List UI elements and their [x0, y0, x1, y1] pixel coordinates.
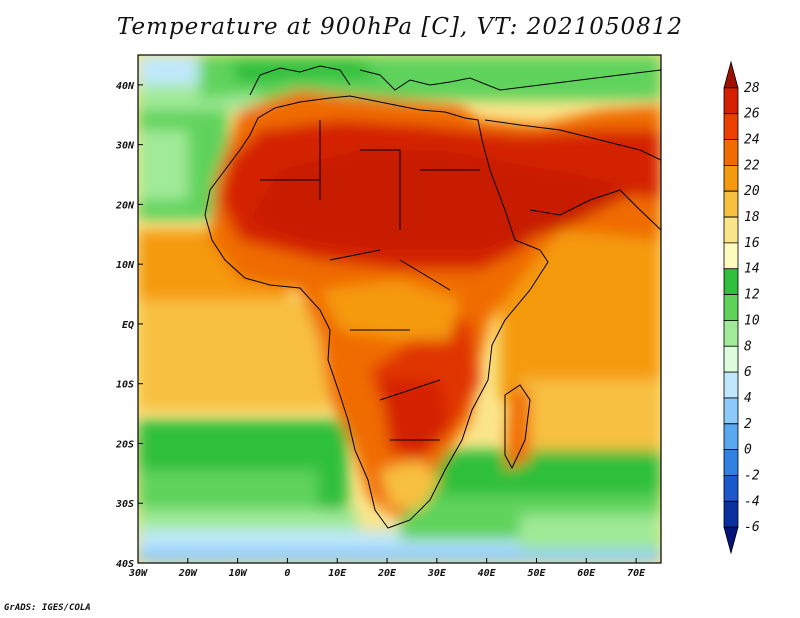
- colorbar-level-label: 26: [744, 107, 760, 122]
- colorbar-level-label: -6: [744, 520, 760, 535]
- colorbar-level-label: -4: [744, 494, 760, 509]
- credit-text: GrADS: IGES/COLA: [4, 603, 91, 613]
- lat-tick-label: 20S: [115, 439, 134, 450]
- lat-tick-label: 20N: [115, 200, 135, 211]
- colorbar-level-label: 8: [744, 339, 752, 354]
- lat-tick-label: 10S: [116, 380, 134, 391]
- colorbar-segment: [723, 242, 739, 270]
- colorbar-segment: [723, 500, 739, 528]
- colorbar-level-label: 16: [744, 236, 760, 251]
- colorbar-segment: [723, 423, 739, 451]
- lon-tick-label: 20E: [377, 568, 397, 579]
- colorbar-segment: [723, 294, 739, 321]
- colorbar-segment: [723, 475, 739, 502]
- colorbar-segment: [723, 216, 739, 244]
- lon-tick-label: 20W: [178, 568, 198, 579]
- lon-tick-label: 30W: [128, 568, 148, 579]
- colorbar-level-label: 18: [744, 210, 760, 225]
- colorbar-level-label: -2: [744, 468, 760, 483]
- colorbar-segment: [723, 113, 739, 140]
- colorbar-segment: [723, 268, 739, 295]
- lat-tick-label: 30N: [115, 141, 135, 152]
- colorbar-level-label: 14: [744, 262, 760, 277]
- temperature-field: [138, 55, 661, 563]
- lat-tick-label: 30S: [115, 499, 134, 510]
- colorbar-level-label: 10: [744, 313, 760, 328]
- colorbar-segment: [723, 164, 739, 192]
- lon-tick-label: 70E: [627, 568, 646, 579]
- colorbar-level-label: 6: [744, 365, 752, 380]
- map-frame: [137, 54, 662, 564]
- colorbar-level-label: 0: [744, 443, 752, 458]
- lat-tick-label: 40N: [116, 81, 135, 92]
- lon-tick-label: 40E: [478, 568, 497, 579]
- axis-ticks: 30W 20W 10W 0 10E 20E 30E 40E 50E 60E 70E 40N 30N 20N…: [115, 81, 646, 579]
- lon-tick-label: 10W: [229, 568, 248, 579]
- colorbar-level-label: 24: [744, 133, 760, 148]
- colorbar-level-label: 4: [744, 391, 752, 406]
- colorbar-segment: [723, 139, 739, 166]
- lon-tick-label: 50E: [527, 568, 546, 579]
- colorbar-segment: [723, 87, 739, 115]
- lon-tick-label: 30E: [427, 568, 447, 579]
- colorbar-segment: [723, 526, 739, 555]
- lon-tick-label: 60E: [577, 568, 596, 579]
- colorbar-level-label: 20: [744, 184, 760, 199]
- map-title: Temperature at 900hPa [C], VT: 202105081…: [116, 14, 684, 40]
- colorbar-segment: [723, 60, 739, 89]
- colorbar-level-label: 12: [744, 288, 760, 303]
- colorbar-level-label: 22: [744, 158, 760, 173]
- colorbar-level-label: 28: [744, 81, 760, 96]
- colorbar-segment: [723, 345, 739, 373]
- lat-tick-label: EQ: [122, 320, 134, 331]
- colorbar-segment: [723, 190, 739, 218]
- colorbar-segment: [723, 449, 739, 476]
- colorbar-level-label: 2: [744, 417, 752, 432]
- colorbar-segment: [723, 371, 739, 399]
- lat-tick-label: 10N: [116, 260, 135, 271]
- lon-tick-label: 0: [284, 568, 290, 579]
- coastlines: [204, 65, 661, 529]
- lat-tick-label: 40S: [116, 559, 134, 570]
- colorbar-segment: [723, 397, 739, 425]
- lon-tick-label: 10E: [328, 568, 347, 579]
- colorbar-segment: [723, 320, 739, 347]
